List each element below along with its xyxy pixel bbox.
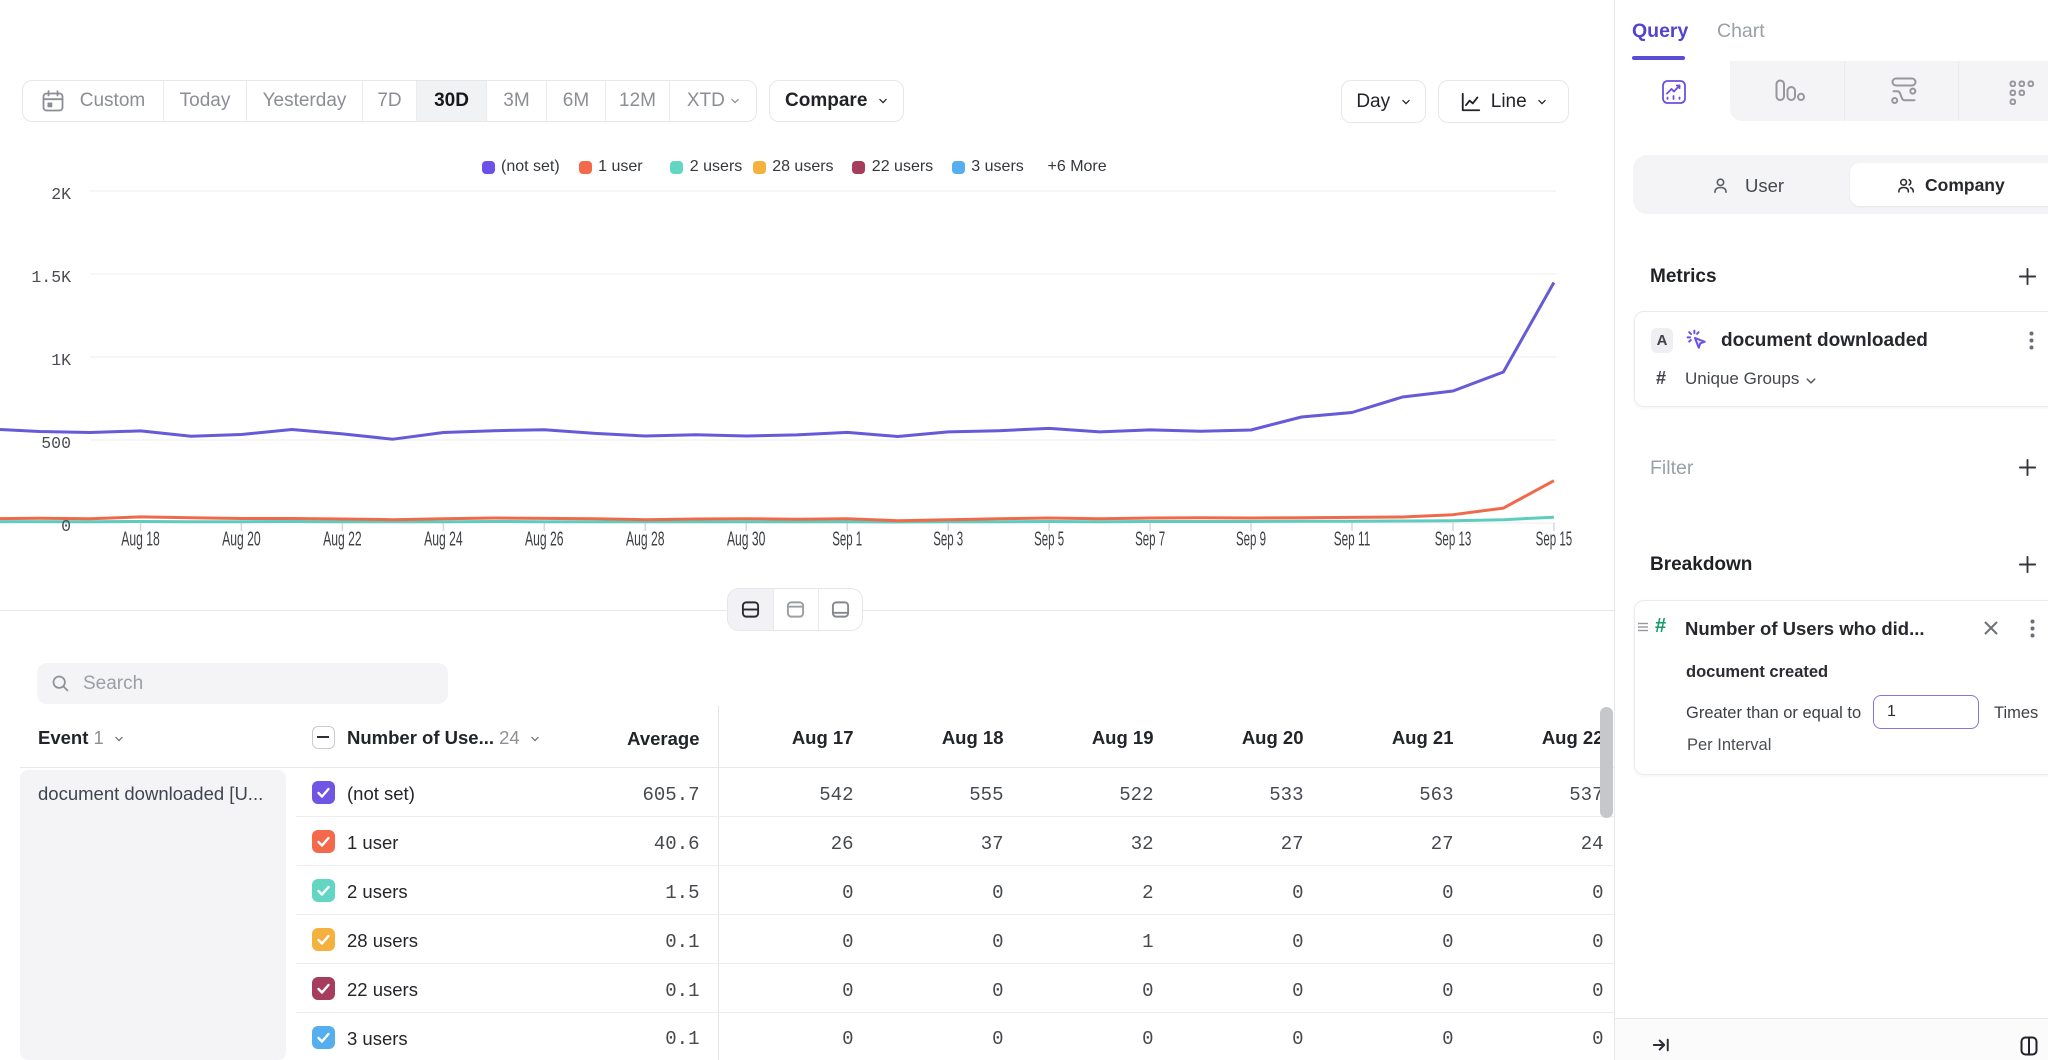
svg-text:Aug 30: Aug 30 (727, 529, 766, 551)
svg-text:0: 0 (61, 517, 71, 536)
svg-text:Aug 18: Aug 18 (121, 529, 160, 551)
svg-text:Aug 26: Aug 26 (525, 529, 564, 551)
svg-text:Aug 20: Aug 20 (222, 529, 261, 551)
svg-text:Aug 22: Aug 22 (323, 529, 362, 551)
svg-text:500: 500 (41, 434, 71, 453)
svg-text:Sep 1: Sep 1 (832, 529, 862, 551)
svg-text:Sep 11: Sep 11 (1334, 529, 1371, 551)
svg-text:Sep 5: Sep 5 (1034, 529, 1064, 551)
svg-text:Aug 24: Aug 24 (424, 529, 463, 551)
svg-text:Sep 13: Sep 13 (1435, 529, 1472, 551)
svg-text:Sep 7: Sep 7 (1135, 529, 1165, 551)
svg-text:Aug 28: Aug 28 (626, 529, 665, 551)
svg-text:2K: 2K (51, 185, 71, 204)
svg-text:Sep 9: Sep 9 (1236, 529, 1266, 551)
svg-text:1.5K: 1.5K (31, 268, 71, 287)
svg-text:1K: 1K (51, 351, 71, 370)
svg-text:Sep 3: Sep 3 (933, 529, 963, 551)
svg-text:Sep 15: Sep 15 (1536, 529, 1573, 551)
